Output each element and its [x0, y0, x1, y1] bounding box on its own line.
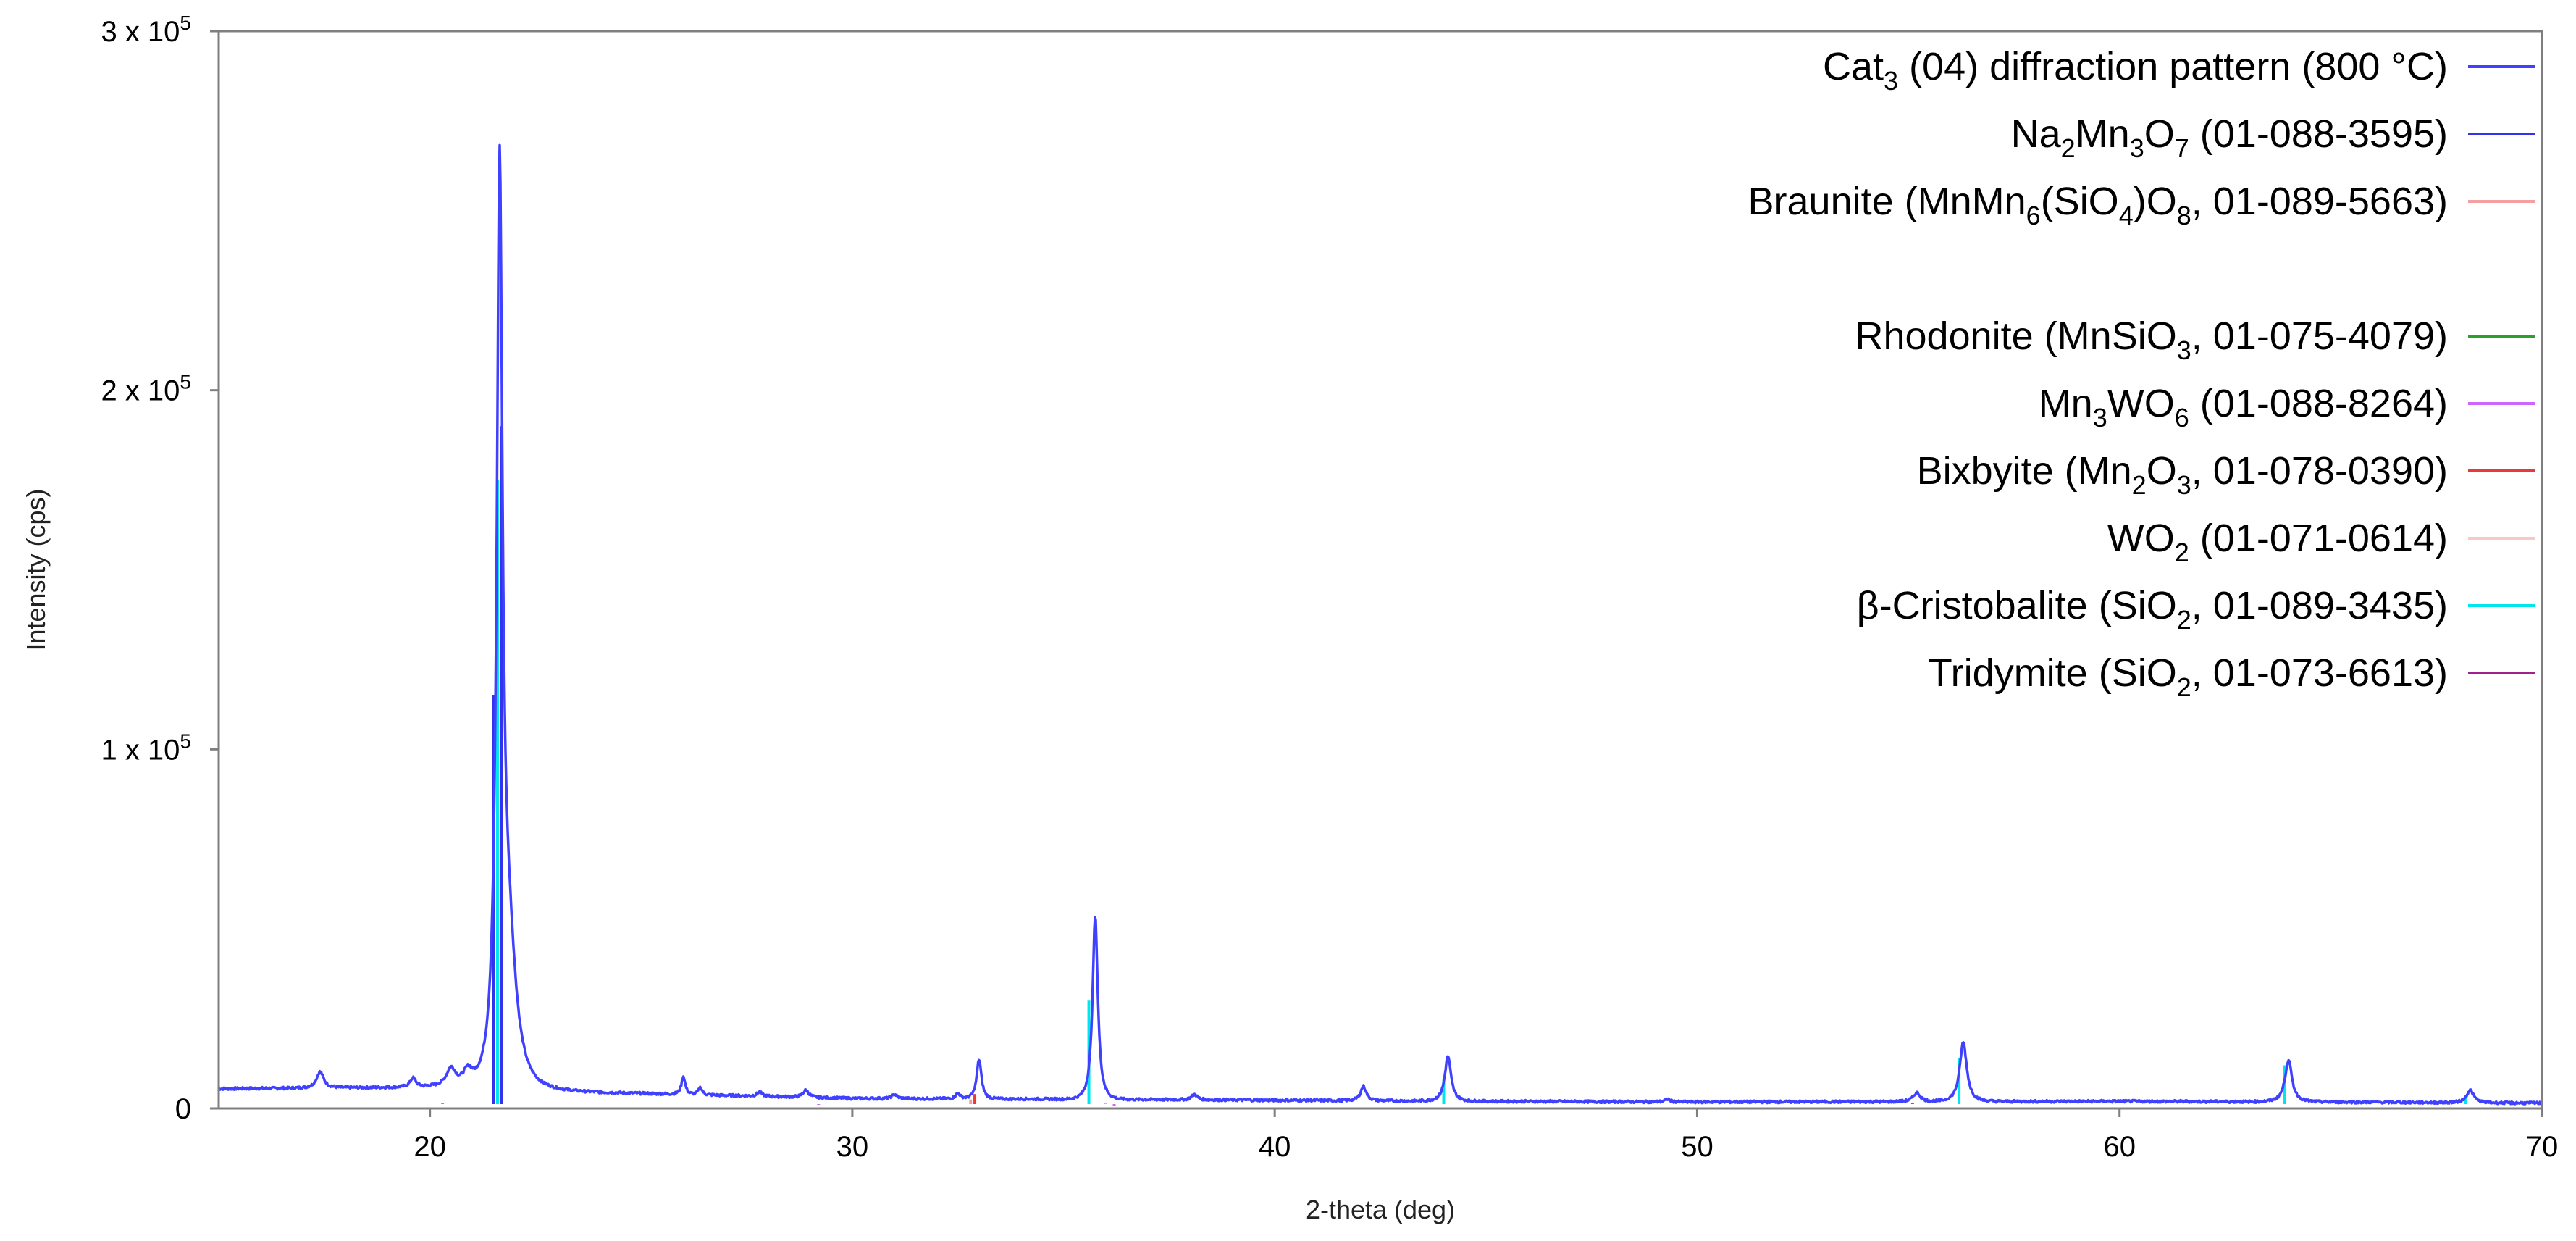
- x-tick-label: 60: [2103, 1131, 2136, 1163]
- x-tick-label: 40: [1259, 1131, 1291, 1163]
- y-axis-title: Intensity (cps): [21, 488, 51, 651]
- x-axis-title: 2-theta (deg): [1306, 1195, 1455, 1224]
- series-layer: [218, 143, 2543, 1106]
- legend-label: Tridymite (SiO2, 01-073-6613): [1929, 651, 2448, 702]
- plot-border: [217, 30, 2543, 1110]
- y-tick-label: 3 x 105: [101, 12, 191, 48]
- x-tick-label: 70: [2526, 1131, 2559, 1163]
- legend-label: Mn3WO6 (01-088-8264): [2039, 382, 2448, 433]
- legend-label: Na2Mn3O7 (01-088-3595): [2011, 112, 2448, 163]
- x-tick-label: 20: [414, 1131, 446, 1163]
- legend-label: Braunite (MnMn6(SiO4)O8, 01-089-5663): [1748, 180, 2449, 230]
- y-tick-label: 0: [175, 1093, 191, 1125]
- plot-frame: [217, 30, 2543, 1110]
- x-axis-ticks: 20 30 40 50 60 70: [414, 1108, 2558, 1163]
- diffraction-pattern-line: [218, 143, 2543, 1106]
- legend-label: β-Cristobalite (SiO2, 01-089-3435): [1857, 584, 2448, 635]
- y-tick-label: 2 x 105: [101, 371, 191, 407]
- legend-label: Rhodonite (MnSiO3, 01-075-4079): [1855, 314, 2449, 365]
- legend-label: Cat3 (04) diffraction pattern (800 °C): [1823, 45, 2448, 96]
- legend-label: WO2 (01-071-0614): [2107, 517, 2448, 567]
- legend-label: Bixbyite (Mn2O3, 01-078-0390): [1917, 449, 2448, 500]
- legend: Cat3 (04) diffraction pattern (800 °C) Na…: [1748, 45, 2535, 702]
- y-axis-ticks: 0 1 x 105 2 x 105 3 x 105: [101, 12, 219, 1125]
- x-tick-label: 50: [1681, 1131, 1713, 1163]
- x-tick-label: 30: [836, 1131, 869, 1163]
- y-tick-label: 1 x 105: [101, 730, 191, 766]
